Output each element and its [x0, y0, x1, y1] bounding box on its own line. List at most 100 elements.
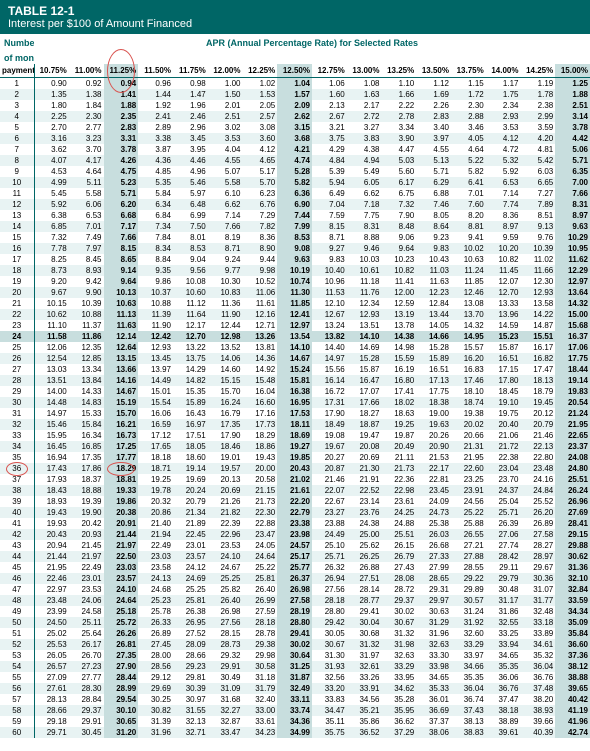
cell-value: 9.67 [34, 287, 69, 298]
cell-value: 26.39 [486, 518, 521, 529]
cell-value: 4.55 [208, 155, 243, 166]
cell-value: 18.27 [347, 408, 382, 419]
cell-value: 22.38 [486, 452, 521, 463]
cell-value: 33.29 [451, 639, 486, 650]
cell-value: 18.93 [34, 496, 69, 507]
payment-number: 14 [0, 221, 34, 232]
cell-value: 14.83 [69, 397, 104, 408]
cell-value: 34.36 [277, 716, 312, 727]
payment-number: 54 [0, 661, 34, 672]
cell-value: 25.38 [416, 518, 451, 529]
cell-value: 21.95 [34, 562, 69, 573]
cell-value: 6.65 [521, 177, 556, 188]
cell-value: 11.64 [173, 309, 208, 320]
cell-value: 23.57 [104, 573, 139, 584]
cell-value: 20.26 [416, 430, 451, 441]
payment-number: 53 [0, 650, 34, 661]
table-row: 3918.9319.3919.8620.3220.7921.2621.7322.… [0, 496, 590, 507]
cell-value: 23.48 [521, 463, 556, 474]
cell-value: 21.73 [243, 496, 278, 507]
cell-value: 16.34 [69, 430, 104, 441]
cell-value: 32.63 [416, 639, 451, 650]
cell-value: 19.14 [173, 463, 208, 474]
cell-value: 13.33 [486, 298, 521, 309]
cell-value: 24.50 [34, 617, 69, 628]
cell-value: 30.65 [104, 716, 139, 727]
payment-number: 51 [0, 628, 34, 639]
cell-value: 29.23 [173, 661, 208, 672]
cell-value: 12.29 [555, 265, 590, 276]
cell-value: 22.50 [104, 551, 139, 562]
table-row: 4823.4824.0624.6425.2325.8126.4026.9927.… [0, 595, 590, 606]
cell-value: 14.49 [138, 375, 173, 386]
cell-value: 28.18 [243, 617, 278, 628]
cell-value: 24.08 [555, 452, 590, 463]
table-row: 4019.4319.9020.3820.8621.3421.8222.3022.… [0, 507, 590, 518]
cell-value: 15.24 [277, 364, 312, 375]
cell-value: 17.86 [69, 463, 104, 474]
cell-value: 24.88 [382, 518, 417, 529]
cell-value: 29.22 [451, 573, 486, 584]
cell-value: 38.89 [486, 716, 521, 727]
cell-value: 8.15 [104, 243, 139, 254]
cell-value: 11.13 [104, 309, 139, 320]
cell-value: 7.84 [138, 232, 173, 243]
cell-value: 16.95 [277, 397, 312, 408]
payment-number: 44 [0, 551, 34, 562]
cell-value: 5.71 [104, 188, 139, 199]
cell-value: 31.18 [243, 672, 278, 683]
payment-number: 31 [0, 408, 34, 419]
cell-value: 0.98 [173, 78, 208, 90]
cell-value: 30.25 [138, 694, 173, 705]
cell-value: 8.93 [69, 265, 104, 276]
cell-value: 12.64 [104, 342, 139, 353]
cell-value: 23.37 [555, 441, 590, 452]
cell-value: 7.17 [104, 221, 139, 232]
header-left-1: Number [0, 34, 34, 49]
cell-value: 39.65 [555, 683, 590, 694]
cell-value: 19.33 [104, 485, 139, 496]
cell-value: 33.25 [486, 628, 521, 639]
cell-value: 25.77 [277, 562, 312, 573]
cell-value: 23.53 [208, 540, 243, 551]
cell-value: 15.35 [173, 386, 208, 397]
cell-value: 10.95 [555, 243, 590, 254]
cell-value: 24.16 [521, 474, 556, 485]
cell-value: 27.09 [34, 672, 69, 683]
cell-value: 26.37 [277, 573, 312, 584]
payment-number: 48 [0, 595, 34, 606]
cell-value: 21.40 [138, 518, 173, 529]
cell-value: 37.37 [416, 716, 451, 727]
cell-value: 19.27 [277, 441, 312, 452]
cell-value: 40.39 [521, 727, 556, 738]
cell-value: 7.01 [451, 188, 486, 199]
cell-value: 19.39 [69, 496, 104, 507]
cell-value: 13.82 [312, 331, 347, 342]
cell-value: 3.53 [486, 122, 521, 133]
cell-value: 14.48 [34, 397, 69, 408]
cell-value: 7.01 [69, 221, 104, 232]
cell-value: 31.96 [416, 628, 451, 639]
cell-value: 26.89 [521, 518, 556, 529]
cell-value: 17.90 [208, 430, 243, 441]
cell-value: 16.43 [173, 408, 208, 419]
cell-value: 25.51 [382, 529, 417, 540]
cell-value: 7.00 [555, 177, 590, 188]
cell-value: 16.45 [34, 441, 69, 452]
cell-value: 26.17 [69, 639, 104, 650]
cell-value: 23.91 [451, 485, 486, 496]
cell-value: 10.39 [69, 298, 104, 309]
cell-value: 1.75 [486, 89, 521, 100]
rate-header: 15.00% [555, 64, 590, 78]
cell-value: 31.98 [382, 639, 417, 650]
table-row: 5929.1829.9130.6531.3932.1332.8733.6134.… [0, 716, 590, 727]
cell-value: 15.28 [416, 342, 451, 353]
cell-value: 13.44 [416, 309, 451, 320]
cell-value: 20.12 [521, 408, 556, 419]
cell-value: 11.53 [312, 287, 347, 298]
cell-value: 28.55 [451, 562, 486, 573]
cell-value: 23.45 [416, 485, 451, 496]
cell-value: 12.97 [555, 276, 590, 287]
cell-value: 15.57 [451, 342, 486, 353]
cell-value: 21.72 [486, 441, 521, 452]
